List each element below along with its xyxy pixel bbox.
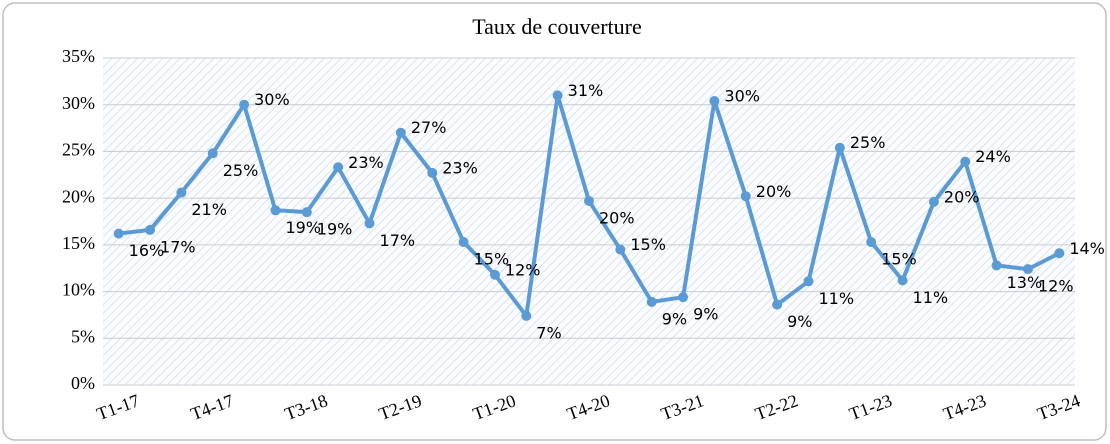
- marker: [678, 292, 689, 303]
- marker: [897, 275, 908, 286]
- data-label: 13%: [1007, 273, 1043, 292]
- data-label: 23%: [442, 158, 478, 177]
- data-label: 25%: [850, 133, 886, 152]
- marker: [458, 237, 469, 248]
- data-label: 21%: [191, 200, 227, 219]
- data-label: 19%: [285, 218, 321, 237]
- marker: [489, 269, 500, 280]
- marker: [803, 276, 814, 287]
- marker: [364, 218, 375, 229]
- marker: [270, 205, 281, 216]
- data-label: 14%: [1069, 239, 1105, 258]
- data-label: 19%: [317, 220, 353, 239]
- data-label: 20%: [756, 182, 792, 201]
- marker: [615, 244, 626, 255]
- y-tick-label: 35%: [62, 46, 95, 66]
- data-label: 15%: [630, 235, 666, 254]
- chart-title: Taux de couverture: [472, 14, 642, 39]
- data-label: 15%: [474, 250, 510, 269]
- y-tick-label: 5%: [71, 326, 95, 346]
- marker: [333, 162, 344, 173]
- marker: [521, 310, 532, 321]
- plot-area: [103, 58, 1075, 385]
- data-label: 15%: [881, 250, 917, 269]
- marker: [301, 207, 312, 218]
- data-label: 11%: [818, 289, 854, 308]
- data-label: 31%: [568, 81, 604, 100]
- data-label: 17%: [380, 231, 416, 250]
- data-label: 20%: [944, 187, 980, 206]
- data-label: 30%: [254, 90, 290, 109]
- data-label: 9%: [787, 312, 812, 331]
- data-label: 7%: [536, 323, 561, 342]
- marker: [395, 127, 406, 138]
- data-label: 30%: [724, 86, 760, 105]
- data-label: 16%: [129, 241, 165, 260]
- marker: [584, 195, 594, 206]
- marker: [772, 299, 783, 310]
- y-tick-label: 10%: [62, 280, 95, 300]
- data-label: 9%: [662, 309, 687, 328]
- marker: [427, 167, 438, 178]
- marker: [207, 148, 218, 159]
- marker: [552, 90, 563, 101]
- data-label: 23%: [348, 153, 384, 172]
- y-tick-label: 20%: [62, 186, 95, 206]
- y-tick-label: 0%: [71, 373, 95, 393]
- marker: [834, 142, 845, 153]
- marker: [991, 260, 1002, 271]
- marker: [960, 156, 971, 167]
- marker: [176, 187, 187, 198]
- y-tick-label: 25%: [62, 140, 95, 160]
- data-label: 9%: [693, 305, 718, 324]
- data-label: 27%: [411, 118, 447, 137]
- marker: [145, 224, 156, 235]
- marker: [928, 196, 939, 207]
- y-tick-label: 30%: [62, 93, 95, 113]
- y-tick-label: 15%: [62, 233, 95, 253]
- marker: [866, 237, 877, 248]
- marker: [740, 191, 751, 202]
- data-label: 12%: [505, 260, 541, 279]
- marker: [113, 228, 124, 239]
- data-label: 11%: [913, 288, 949, 307]
- data-label: 12%: [1038, 277, 1074, 296]
- marker: [239, 99, 250, 110]
- marker: [1022, 264, 1033, 275]
- marker: [709, 95, 720, 106]
- data-label: 24%: [975, 147, 1011, 166]
- data-label: 25%: [223, 161, 259, 180]
- marker: [646, 296, 657, 307]
- data-label: 17%: [160, 237, 196, 256]
- data-label: 20%: [599, 208, 635, 227]
- marker: [1054, 248, 1065, 259]
